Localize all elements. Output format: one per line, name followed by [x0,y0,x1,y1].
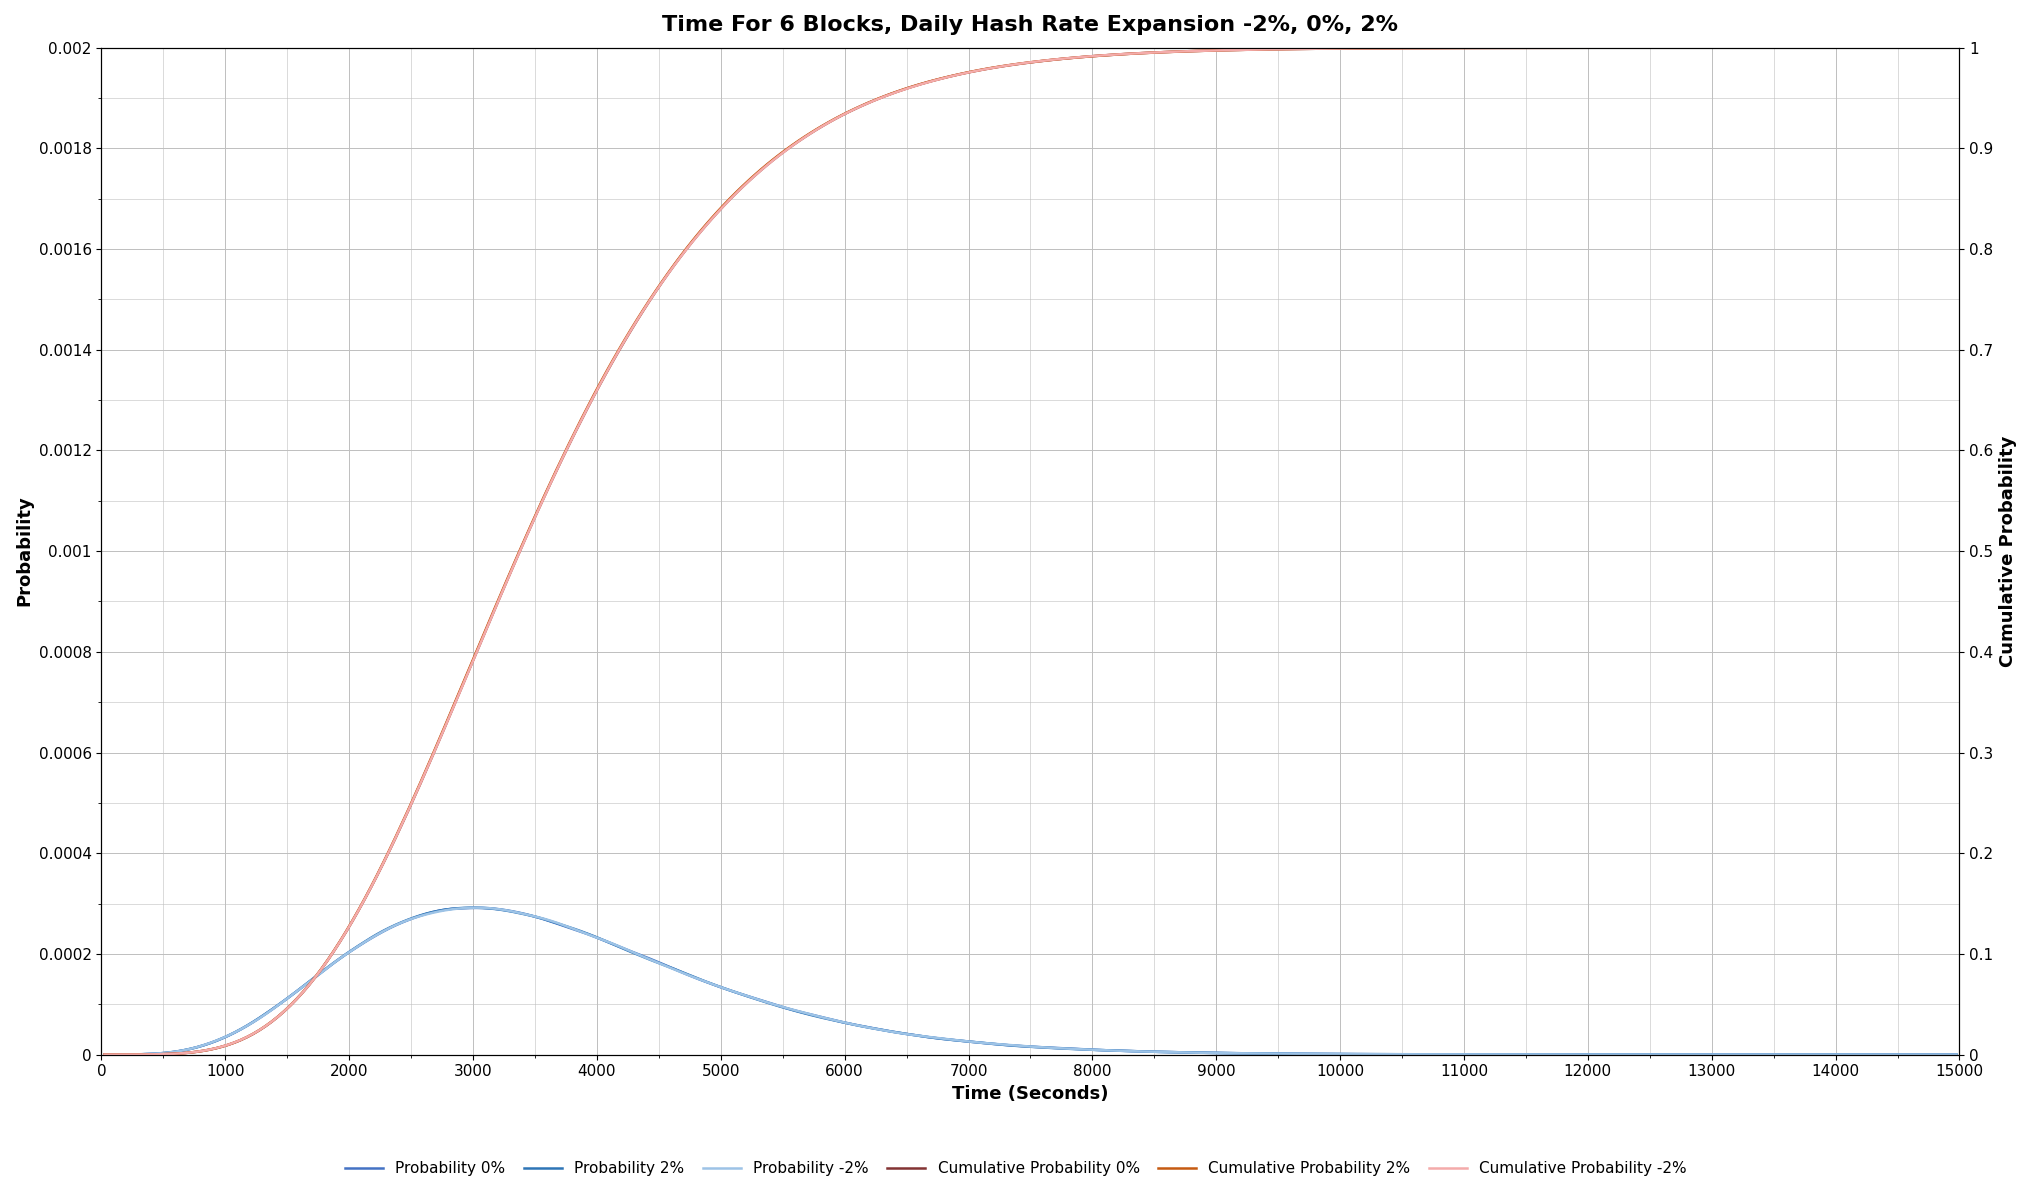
Line: Probability 2%: Probability 2% [104,908,1957,1054]
Probability -2% [1945,1047,1969,1061]
Probability 2% [1920,1047,1945,1061]
Cumulative Probability -2% [91,1047,116,1061]
Cumulative Probability 0% [91,1047,116,1061]
Cumulative Probability 2% [1225,43,1250,58]
Probability -2% [98,1047,122,1061]
Probability 0% [1945,1047,1969,1061]
Probability -2% [1906,1047,1930,1061]
Cumulative Probability 2% [1654,41,1678,55]
Y-axis label: Cumulative Probability: Cumulative Probability [1999,435,2018,667]
Probability -2% [1776,1047,1800,1061]
Title: Time For 6 Blocks, Daily Hash Rate Expansion -2%, 0%, 2%: Time For 6 Blocks, Daily Hash Rate Expan… [662,14,1398,35]
Legend: Probability 0%, Probability 2%, Probability -2%, Cumulative Probability 0%, Cumu: Probability 0%, Probability 2%, Probabil… [339,1155,1693,1183]
Cumulative Probability -2% [1195,43,1219,58]
Probability 2% [1231,1046,1256,1060]
Cumulative Probability -2% [1900,41,1924,55]
Probability -2% [1660,1047,1685,1061]
Probability -2% [91,1047,116,1061]
Probability 2% [1201,1046,1225,1060]
Line: Cumulative Probability 0%: Cumulative Probability 0% [104,48,1957,1054]
Cumulative Probability 0% [1225,43,1250,58]
Probability 2% [1195,1046,1219,1060]
Cumulative Probability 2% [1195,43,1219,58]
Probability 0% [1231,1046,1256,1060]
Cumulative Probability 0% [1770,41,1794,55]
Probability 0% [1776,1047,1800,1061]
Probability 0% [1876,1047,1900,1061]
Probability 0% [98,1047,122,1061]
Cumulative Probability -2% [1654,41,1678,55]
Cumulative Probability 0% [1945,41,1969,55]
Line: Probability -2%: Probability -2% [104,908,1957,1054]
Probability 2% [457,900,482,915]
Probability -2% [463,900,488,915]
Probability 0% [1195,1046,1219,1060]
Cumulative Probability 2% [1189,43,1213,58]
Probability 0% [1660,1047,1685,1061]
Probability 2% [1945,1047,1969,1061]
Cumulative Probability -2% [1225,43,1250,58]
Line: Cumulative Probability -2%: Cumulative Probability -2% [104,48,1957,1054]
Probability 0% [91,1047,116,1061]
Cumulative Probability 0% [1189,43,1213,58]
Probability 0% [463,900,488,915]
Cumulative Probability -2% [1189,43,1213,58]
Cumulative Probability 2% [91,1047,116,1061]
Line: Probability 0%: Probability 0% [104,908,1957,1054]
Probability 2% [98,1047,122,1061]
Cumulative Probability 2% [1770,41,1794,55]
Cumulative Probability 0% [98,1047,122,1061]
Cumulative Probability 0% [1195,43,1219,58]
Y-axis label: Probability: Probability [14,495,33,607]
Cumulative Probability 2% [1945,41,1969,55]
X-axis label: Time (Seconds): Time (Seconds) [953,1085,1109,1103]
Probability 2% [1660,1047,1685,1061]
Cumulative Probability -2% [1945,41,1969,55]
Probability 2% [91,1047,116,1061]
Line: Cumulative Probability 2%: Cumulative Probability 2% [104,48,1957,1054]
Probability -2% [1201,1046,1225,1060]
Probability 0% [1201,1046,1225,1060]
Probability -2% [1195,1046,1219,1060]
Cumulative Probability 0% [1654,41,1678,55]
Probability 2% [1776,1047,1800,1061]
Cumulative Probability -2% [1770,41,1794,55]
Cumulative Probability 2% [98,1047,122,1061]
Probability -2% [1231,1046,1256,1060]
Cumulative Probability -2% [98,1047,122,1061]
